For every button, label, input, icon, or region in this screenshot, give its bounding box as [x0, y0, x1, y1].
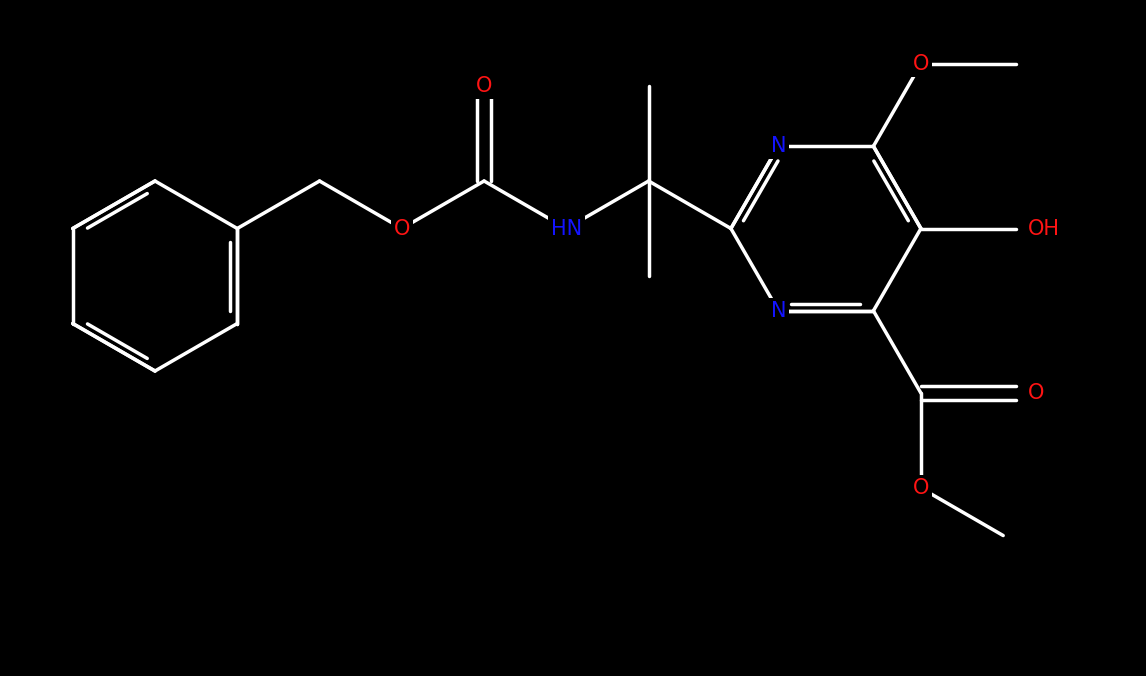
Text: HN: HN [551, 218, 582, 239]
Text: N: N [770, 301, 786, 321]
Text: O: O [1028, 383, 1044, 403]
Text: N: N [770, 137, 786, 156]
Text: O: O [476, 76, 493, 96]
Text: O: O [912, 54, 929, 74]
Text: O: O [912, 478, 929, 498]
Text: N: N [770, 301, 786, 321]
Text: O: O [476, 76, 493, 96]
Text: O: O [1028, 383, 1044, 403]
Text: N: N [770, 137, 786, 156]
Text: O: O [393, 218, 410, 239]
Text: HN: HN [551, 218, 582, 239]
Text: O: O [912, 478, 929, 498]
Text: OH: OH [1028, 218, 1060, 239]
Text: O: O [912, 54, 929, 74]
Text: O: O [393, 218, 410, 239]
Text: OH: OH [1028, 218, 1060, 239]
